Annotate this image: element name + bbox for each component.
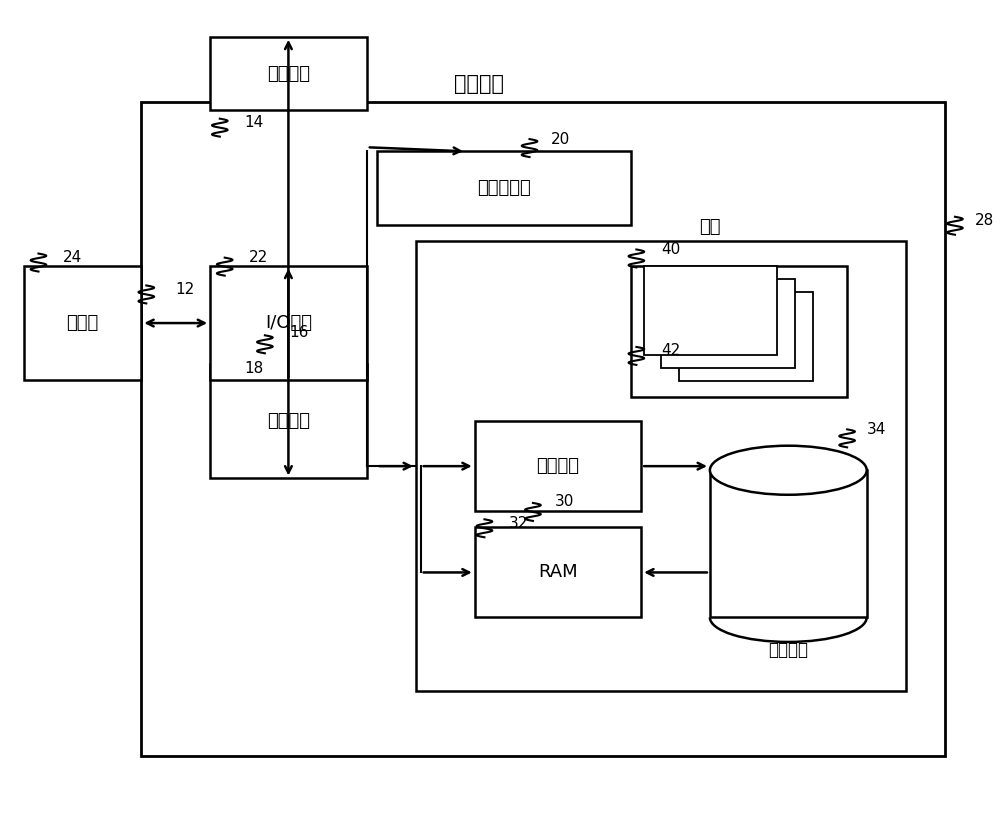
Text: I/O接口: I/O接口 [265, 314, 312, 332]
Text: 30: 30 [555, 494, 574, 509]
Bar [210, 364, 367, 478]
Text: 34: 34 [867, 422, 886, 437]
Ellipse shape [710, 446, 867, 495]
Bar [631, 266, 847, 396]
Bar [210, 37, 367, 111]
Text: 28: 28 [975, 213, 994, 228]
Text: 外部设备: 外部设备 [267, 64, 310, 83]
Text: 处理单元: 处理单元 [267, 412, 310, 430]
Text: 网络适配器: 网络适配器 [477, 179, 531, 197]
Text: 高速缓存: 高速缓存 [536, 457, 579, 475]
Text: 18: 18 [244, 360, 264, 376]
Bar [377, 151, 631, 225]
Text: 电子设备: 电子设备 [454, 74, 504, 94]
Text: 16: 16 [289, 325, 309, 340]
Text: 14: 14 [244, 116, 264, 131]
Bar [679, 292, 813, 381]
Text: 存储系统: 存储系统 [768, 641, 808, 659]
Bar [475, 528, 641, 617]
Bar [141, 102, 945, 757]
Bar [710, 470, 867, 617]
Bar [644, 266, 777, 355]
Text: 内存: 内存 [699, 217, 721, 235]
Text: 22: 22 [249, 250, 268, 265]
Text: 显示器: 显示器 [66, 314, 99, 332]
Text: 12: 12 [176, 282, 195, 297]
Bar [24, 266, 141, 380]
Text: 42: 42 [661, 344, 680, 358]
Bar [475, 421, 641, 511]
Text: 24: 24 [63, 250, 82, 265]
Text: RAM: RAM [538, 563, 578, 582]
Bar [416, 241, 906, 691]
Bar [661, 279, 795, 368]
Bar [210, 266, 367, 380]
Text: 40: 40 [661, 242, 680, 257]
Text: 32: 32 [509, 516, 528, 531]
Text: 20: 20 [551, 131, 570, 146]
